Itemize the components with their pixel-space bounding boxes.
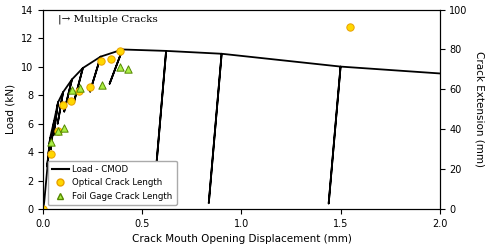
- Point: [116, 64, 123, 68]
- Point: [76, 86, 84, 90]
- Y-axis label: Load (kN): Load (kN): [5, 84, 16, 134]
- Point: [67, 99, 75, 103]
- X-axis label: Crack Mouth Opening Displacement (mm): Crack Mouth Opening Displacement (mm): [131, 234, 351, 244]
- Point: [75, 89, 83, 93]
- Point: [86, 84, 94, 88]
- Point: [39, 207, 47, 211]
- Point: [59, 103, 67, 107]
- Point: [107, 58, 115, 62]
- Point: [116, 49, 123, 53]
- Point: [54, 129, 62, 133]
- Text: |→ Multiple Cracks: |→ Multiple Cracks: [58, 15, 158, 24]
- Point: [47, 140, 55, 144]
- Point: [98, 83, 106, 87]
- Point: [47, 152, 55, 156]
- Point: [97, 59, 105, 63]
- Point: [54, 129, 62, 133]
- Point: [124, 68, 132, 71]
- Point: [60, 126, 68, 130]
- Y-axis label: Crack Extension (mm): Crack Extension (mm): [474, 51, 485, 167]
- Legend: Load - CMOD, Optical Crack Length, Foil Gage Crack Length: Load - CMOD, Optical Crack Length, Foil …: [48, 161, 177, 205]
- Point: [68, 88, 76, 92]
- Point: [346, 25, 354, 29]
